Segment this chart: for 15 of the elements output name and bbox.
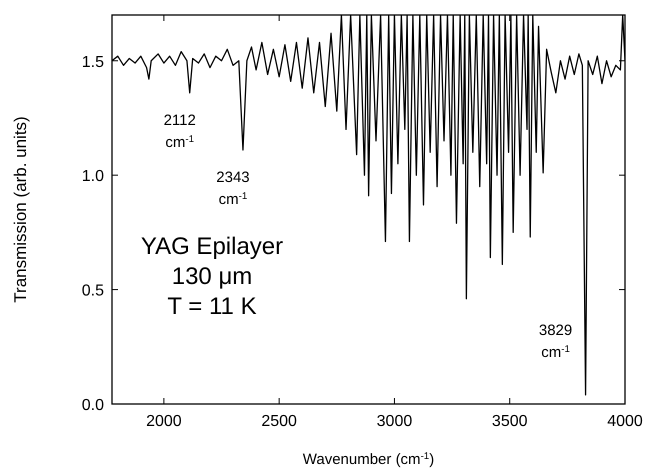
y-tick-label: 1.5 [82, 54, 104, 71]
y-tick-label: 0.0 [82, 397, 104, 414]
x-tick-label: 2000 [146, 413, 182, 430]
y-tick-label: 1.0 [82, 168, 104, 186]
x-tick-label: 2500 [261, 413, 298, 430]
y-tick-label: 0.5 [82, 282, 104, 300]
x-tick-label: 3000 [376, 413, 412, 430]
x-axis-title: Wavenumber (cm$^{-1}$) [302, 450, 434, 468]
x-tick-label: 3500 [492, 413, 528, 430]
annotation: 2112 cm$^{-1}$ [164, 112, 196, 151]
annotation: 2343 cm$^{-1}$ [216, 169, 250, 208]
y-axis-title: Transmission (arb. units) [11, 116, 30, 303]
annotation: 3829 cm$^{-1}$ [538, 322, 572, 361]
x-tick-label: 4000 [607, 413, 643, 430]
annotation: YAG Epilayer 130 μm T = 11 K [140, 233, 284, 320]
